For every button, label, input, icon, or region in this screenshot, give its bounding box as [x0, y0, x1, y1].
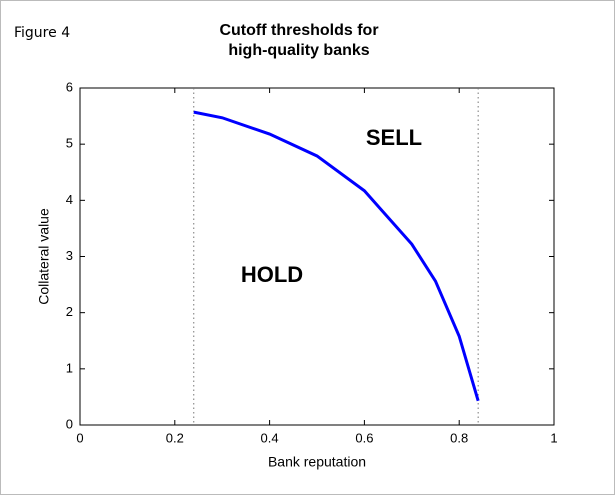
y-tick-label: 5 — [66, 136, 73, 151]
x-tick-label: 0.6 — [355, 430, 373, 445]
y-axis-label: Collateral value — [36, 208, 52, 305]
x-tick-label: 0 — [76, 430, 83, 445]
x-tick-label: 0.8 — [450, 430, 468, 445]
figure-label: Figure 4 — [14, 25, 71, 41]
region-label: SELL — [366, 125, 422, 150]
curve — [193, 110, 480, 402]
y-tick-label: 0 — [66, 416, 73, 431]
x-tick-label: 0.2 — [166, 430, 184, 445]
y-tick-label: 2 — [66, 304, 73, 319]
region-label: HOLD — [241, 262, 303, 287]
y-tick-label: 3 — [66, 248, 73, 263]
y-tick-label: 4 — [66, 192, 73, 207]
y-tick-label: 1 — [66, 360, 73, 375]
plot-area — [79, 87, 555, 426]
x-tick-label: 1 — [550, 430, 557, 445]
y-tick-label: 6 — [66, 79, 73, 94]
x-axis-label: Bank reputation — [268, 454, 366, 470]
chart-title: Cutoff thresholds for high-quality banks — [219, 22, 379, 59]
x-tick-label: 0.4 — [261, 430, 279, 445]
